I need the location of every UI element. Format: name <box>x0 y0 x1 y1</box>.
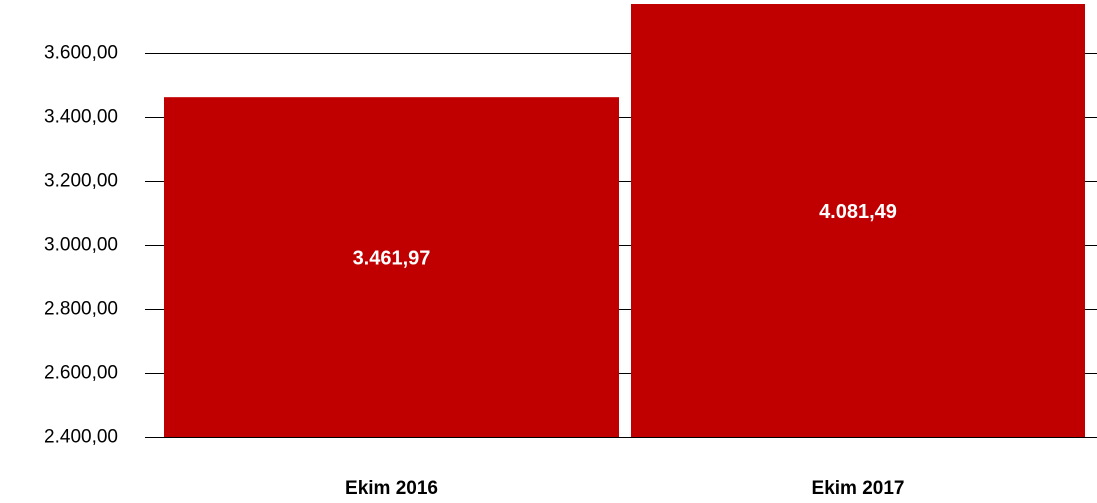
x-axis-category-labels: Ekim 2016 Ekim 2017 <box>345 478 904 499</box>
bar <box>631 4 1085 437</box>
x-category-label: Ekim 2017 <box>812 478 905 499</box>
y-tick-label: 2.400,00 <box>44 427 118 448</box>
data-labels: 3.461,97 4.081,49 <box>353 201 897 270</box>
y-tick-label: 3.200,00 <box>44 171 118 192</box>
bar-value-label: 4.081,49 <box>819 201 897 223</box>
y-tick-label: 3.000,00 <box>44 235 118 256</box>
x-category-label: Ekim 2016 <box>345 478 438 499</box>
y-tick-label: 2.800,00 <box>44 299 118 320</box>
bar-value-label: 3.461,97 <box>353 247 431 269</box>
y-tick-label: 3.400,00 <box>44 107 118 128</box>
y-tick-label: 3.600,00 <box>44 43 118 64</box>
y-axis-tick-labels: 2.400,00 2.600,00 2.800,00 3.000,00 3.200,00… <box>44 43 118 448</box>
bar <box>164 97 619 437</box>
y-tick-label: 2.600,00 <box>44 363 118 384</box>
bars <box>164 4 1085 437</box>
